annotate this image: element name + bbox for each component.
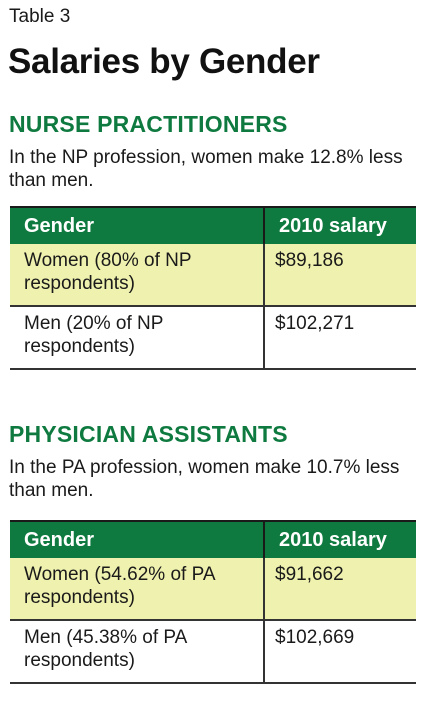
table-row: Women (80% of NP respondents) $89,186 (10, 244, 416, 307)
cell-salary: $102,669 (263, 620, 416, 684)
section-heading-pa: PHYSICIAN ASSISTANTS (9, 421, 288, 447)
column-header-gender: Gender (10, 206, 264, 244)
cell-salary: $102,271 (263, 306, 416, 370)
pa-salary-table: Gender 2010 salary Women (54.62% of PA r… (10, 520, 416, 684)
section-heading-np: NURSE PRACTITIONERS (9, 111, 288, 137)
column-header-salary: 2010 salary (263, 520, 416, 558)
table-row: Men (20% of NP respondents) $102,271 (10, 306, 416, 370)
cell-salary: $89,186 (263, 244, 416, 307)
cell-gender: Men (20% of NP respondents) (10, 306, 264, 370)
page-title: Salaries by Gender (8, 42, 320, 81)
cell-gender: Men (45.38% of PA respondents) (10, 620, 264, 684)
table-header-row: Gender 2010 salary (10, 206, 416, 244)
column-header-salary: 2010 salary (263, 206, 416, 244)
cell-gender: Women (80% of NP respondents) (10, 244, 264, 307)
np-salary-table: Gender 2010 salary Women (80% of NP resp… (10, 206, 416, 370)
table-label: Table 3 (9, 6, 71, 27)
table-row: Women (54.62% of PA respondents) $91,662 (10, 558, 416, 621)
column-header-gender: Gender (10, 520, 264, 558)
section-description-np: In the NP profession, women make 12.8% l… (9, 147, 403, 191)
cell-salary: $91,662 (263, 558, 416, 621)
table-row: Men (45.38% of PA respondents) $102,669 (10, 620, 416, 684)
cell-gender: Women (54.62% of PA respondents) (10, 558, 264, 621)
section-description-pa: In the PA profession, women make 10.7% l… (9, 457, 400, 501)
table-header-row: Gender 2010 salary (10, 520, 416, 558)
